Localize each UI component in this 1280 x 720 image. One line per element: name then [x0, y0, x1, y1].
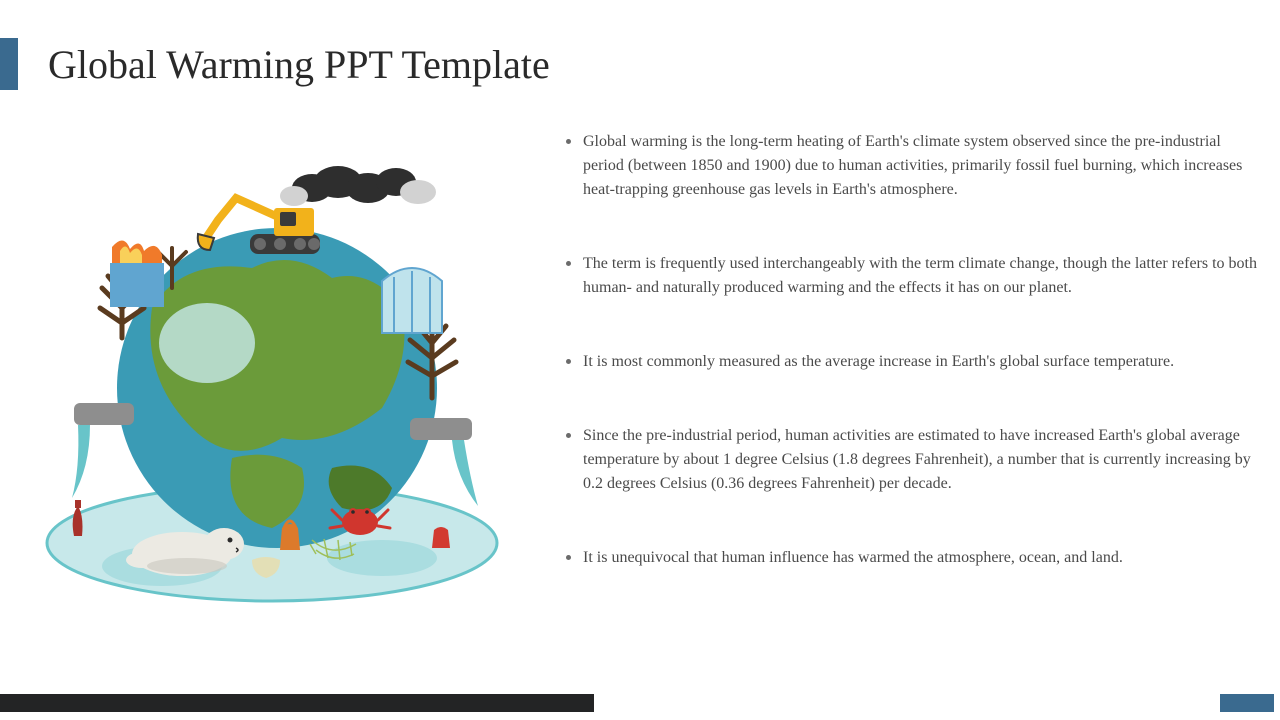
footer-bar-accent [1220, 694, 1274, 712]
title-accent-block [0, 38, 18, 90]
bullet-item: Since the pre-industrial period, human a… [566, 424, 1262, 496]
bullet-text: It is unequivocal that human influence h… [583, 546, 1123, 570]
bullet-item: It is unequivocal that human influence h… [566, 546, 1262, 570]
globe-pollution-illustration [12, 118, 532, 618]
bullet-item: It is most commonly measured as the aver… [566, 350, 1262, 374]
bullet-dot-icon [566, 261, 571, 266]
bullet-text: Global warming is the long-term heating … [583, 130, 1262, 202]
bullet-text: Since the pre-industrial period, human a… [583, 424, 1262, 496]
footer-bars [0, 694, 1280, 712]
bullet-dot-icon [566, 359, 571, 364]
content-row: Global warming is the long-term heating … [0, 90, 1280, 618]
bullet-list: Global warming is the long-term heating … [566, 118, 1262, 618]
globe-svg [32, 128, 512, 608]
bullet-text: The term is frequently used interchangea… [583, 252, 1262, 300]
bullet-dot-icon [566, 555, 571, 560]
bullet-dot-icon [566, 433, 571, 438]
bullet-dot-icon [566, 139, 571, 144]
title-bar: Global Warming PPT Template [0, 0, 1280, 90]
bullet-text: It is most commonly measured as the aver… [583, 350, 1174, 374]
footer-bar-dark [0, 694, 594, 712]
bullet-item: Global warming is the long-term heating … [566, 130, 1262, 202]
bullet-item: The term is frequently used interchangea… [566, 252, 1262, 300]
page-title: Global Warming PPT Template [48, 41, 550, 88]
